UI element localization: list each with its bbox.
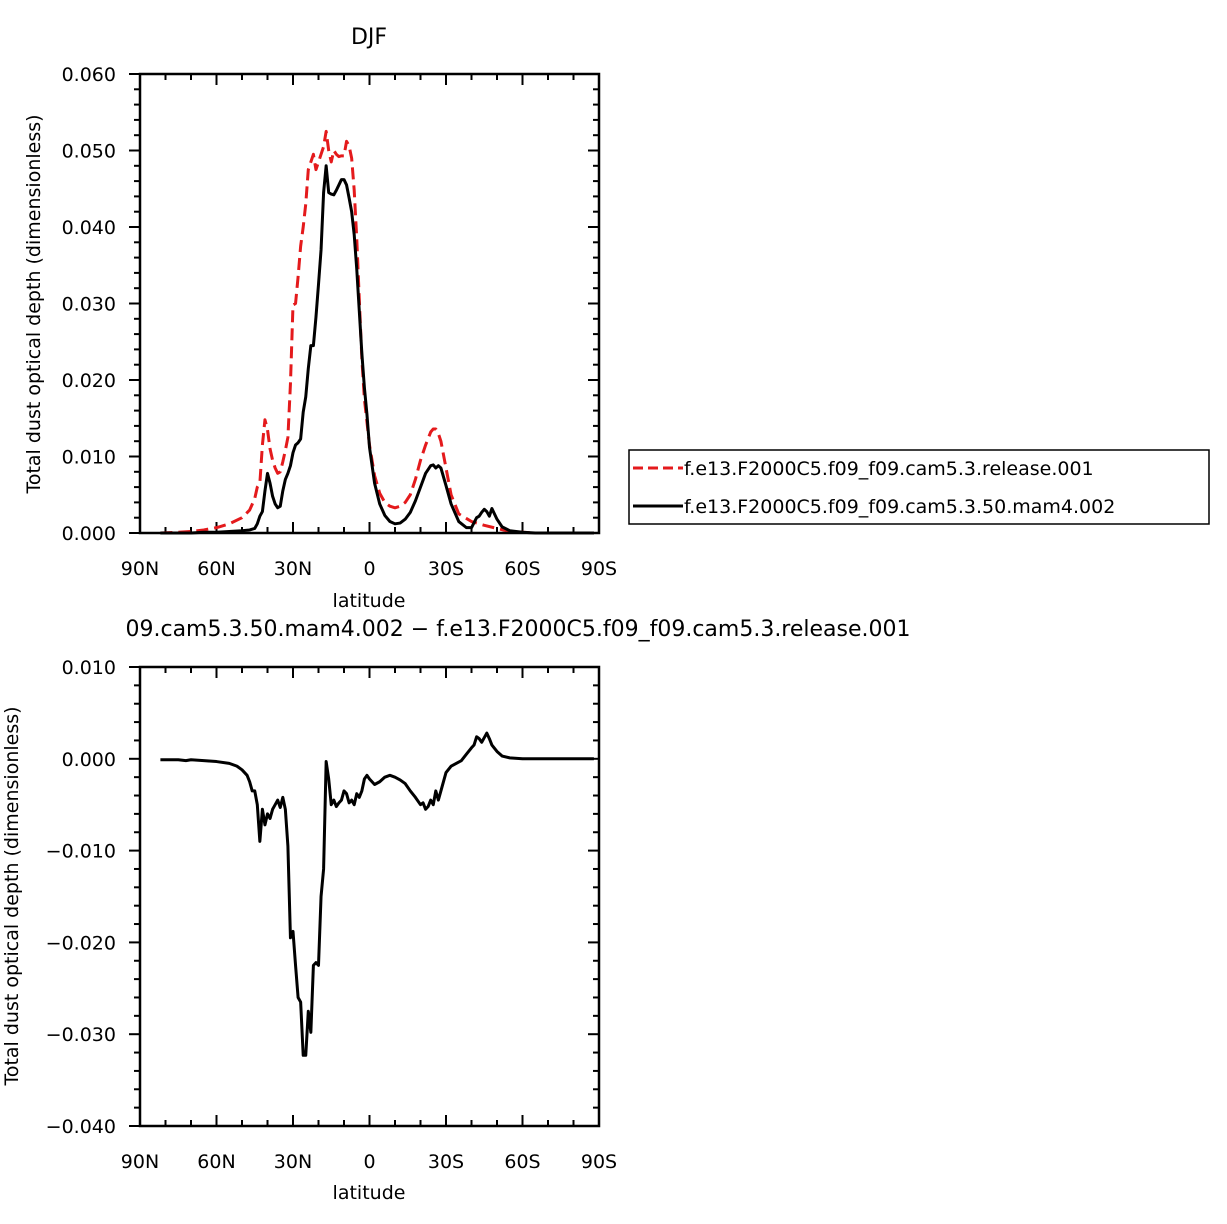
top-x-tick-label: 60N xyxy=(197,558,235,580)
top-x-tick-label: 90S xyxy=(581,558,617,580)
top-ticks: 90N 60N 30N 0 30S 60S 90S 0.000 0.010 0.020 0.030 0… xyxy=(62,64,618,580)
top-y-tick-label: 0.050 xyxy=(62,141,116,163)
bottom-y-axis-label: Total dust optical depth (dimensionless) xyxy=(1,706,23,1086)
bottom-x-tick-label: 60N xyxy=(197,1151,235,1173)
bottom-plot-frame xyxy=(138,665,601,1128)
bottom-y-tick-label: −0.030 xyxy=(46,1024,116,1046)
bottom-x-tick-label: 30S xyxy=(428,1151,464,1173)
top-y-tick-label: 0.040 xyxy=(62,217,116,239)
top-series-line-1 xyxy=(160,164,594,535)
bottom-x-tick-label: 60S xyxy=(504,1151,540,1173)
bottom-x-tick-label: 0 xyxy=(363,1151,375,1173)
top-series-line-0 xyxy=(160,129,594,535)
bottom-y-tick-label: 0.010 xyxy=(62,657,116,679)
bottom-x-tick-label: 90N xyxy=(121,1151,159,1173)
top-y-tick-label: 0.030 xyxy=(62,294,116,316)
legend: f.e13.F2000C5.f09_f09.cam5.3.release.001… xyxy=(628,449,1210,525)
bottom-plot-title: 09.cam5.3.50.mam4.002 − f.e13.F2000C5.f0… xyxy=(125,617,910,642)
top-y-tick-label: 0.000 xyxy=(62,523,116,545)
top-x-tick-label: 60S xyxy=(504,558,540,580)
bottom-y-tick-label: 0.000 xyxy=(62,749,116,771)
bottom-x-tick-label: 30N xyxy=(274,1151,312,1173)
bottom-ticks: 90N 60N 30N 0 30S 60S 90S −0.040 −0.030 −0.020 −0.… xyxy=(46,657,617,1173)
legend-label-mam4-002: f.e13.F2000C5.f09_f09.cam5.3.50.mam4.002 xyxy=(684,496,1115,518)
bottom-series-layer xyxy=(160,731,594,1057)
top-y-tick-label: 0.010 xyxy=(62,447,116,469)
bottom-x-axis-label: latitude xyxy=(333,1182,406,1204)
bottom-y-tick-label: −0.040 xyxy=(46,1116,116,1138)
top-x-tick-label: 30S xyxy=(428,558,464,580)
top-x-tick-label: 0 xyxy=(363,558,375,580)
top-y-tick-label: 0.060 xyxy=(62,64,116,86)
bottom-y-tick-label: −0.020 xyxy=(46,932,116,954)
top-y-tick-label: 0.020 xyxy=(62,370,116,392)
top-plot-frame xyxy=(138,72,601,535)
top-x-tick-label: 90N xyxy=(121,558,159,580)
bottom-panel: 09.cam5.3.50.mam4.002 − f.e13.F2000C5.f0… xyxy=(1,617,911,1204)
top-plot-title: DJF xyxy=(351,25,387,50)
top-y-axis-label: Total dust optical depth (dimensionless) xyxy=(23,114,45,494)
bottom-series-line-0 xyxy=(160,731,594,1057)
legend-label-release-001: f.e13.F2000C5.f09_f09.cam5.3.release.001 xyxy=(684,458,1094,480)
top-x-axis-label: latitude xyxy=(333,590,406,612)
top-x-tick-label: 30N xyxy=(274,558,312,580)
bottom-x-tick-label: 90S xyxy=(581,1151,617,1173)
top-series-layer xyxy=(160,129,594,535)
legend-box xyxy=(628,449,1210,525)
bottom-y-tick-label: −0.010 xyxy=(46,841,116,863)
top-panel: DJF Total dust optical depth (dimensionl… xyxy=(23,25,617,612)
